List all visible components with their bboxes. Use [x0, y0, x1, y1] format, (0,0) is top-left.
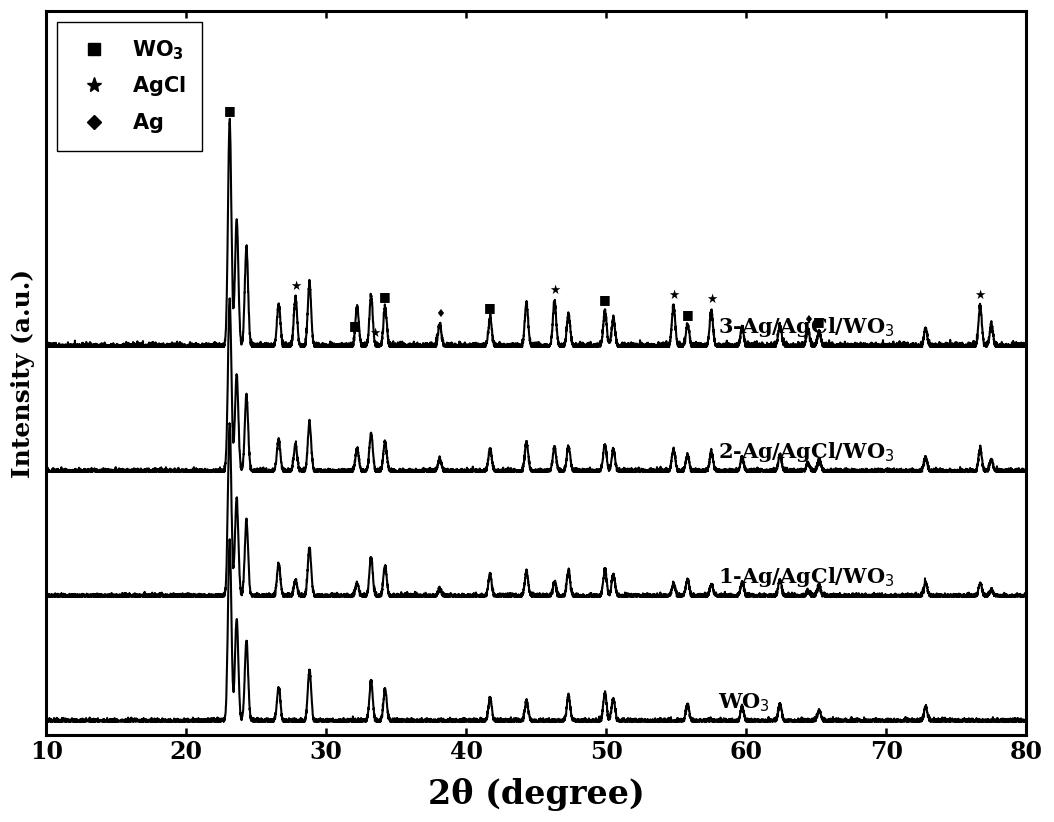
Text: ♦: ♦	[434, 309, 445, 320]
Legend: $\mathbf{WO_3}$, $\mathbf{AgCl}$, $\mathbf{Ag}$: $\mathbf{WO_3}$, $\mathbf{AgCl}$, $\math…	[57, 21, 202, 151]
X-axis label: 2θ (degree): 2θ (degree)	[428, 778, 645, 810]
Y-axis label: Intensity (a.u.): Intensity (a.u.)	[12, 269, 35, 478]
Text: ■: ■	[379, 290, 391, 303]
Text: ★: ★	[706, 293, 717, 306]
Text: 2-Ag/AgCl/WO$_3$: 2-Ag/AgCl/WO$_3$	[719, 441, 895, 464]
Text: ★: ★	[290, 279, 301, 293]
Text: WO$_3$: WO$_3$	[719, 691, 770, 714]
Text: 3-Ag/AgCl/WO$_3$: 3-Ag/AgCl/WO$_3$	[719, 316, 895, 339]
Text: ♦: ♦	[803, 316, 813, 326]
Text: ■: ■	[223, 104, 235, 118]
Text: ■: ■	[682, 307, 694, 321]
Text: ■: ■	[349, 319, 360, 331]
Text: ■: ■	[484, 301, 496, 313]
Text: ★: ★	[549, 284, 560, 298]
Text: 1-Ag/AgCl/WO$_3$: 1-Ag/AgCl/WO$_3$	[719, 566, 895, 589]
Text: ★: ★	[975, 289, 985, 302]
Text: ■: ■	[814, 315, 825, 328]
Text: ■: ■	[599, 293, 610, 307]
Text: ★: ★	[370, 326, 380, 339]
Text: ★: ★	[668, 289, 679, 302]
